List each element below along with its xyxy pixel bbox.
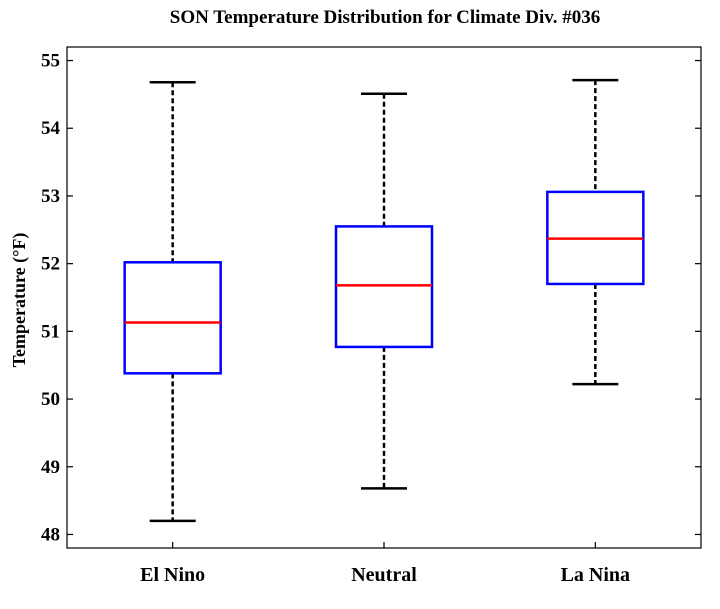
y-tick-label: 50 <box>41 389 60 410</box>
y-tick-label: 49 <box>41 457 60 478</box>
box-neutral <box>334 92 434 490</box>
y-axis-label: Temperature (°F) <box>9 233 30 368</box>
chart-title: SON Temperature Distribution for Climate… <box>170 7 601 28</box>
box-group <box>123 78 645 523</box>
box-la-nina <box>546 78 645 386</box>
box-el-nino <box>123 80 222 523</box>
y-tick-label: 54 <box>41 118 61 139</box>
iqr-box <box>334 225 434 349</box>
x-tick-label: El Nino <box>140 564 205 586</box>
y-tick-label: 51 <box>41 321 60 342</box>
x-tick-label: Neutral <box>351 564 417 586</box>
y-tick-label: 53 <box>41 186 60 207</box>
y-axis: 48 49 50 51 52 53 54 55 <box>41 51 701 545</box>
x-axis: El Nino Neutral La Nina <box>140 542 630 586</box>
y-tick-label: 48 <box>41 524 60 545</box>
x-tick-label: La Nina <box>561 564 630 586</box>
y-tick-label: 55 <box>41 51 60 72</box>
y-tick-label: 52 <box>41 254 60 275</box>
iqr-box <box>123 261 222 375</box>
